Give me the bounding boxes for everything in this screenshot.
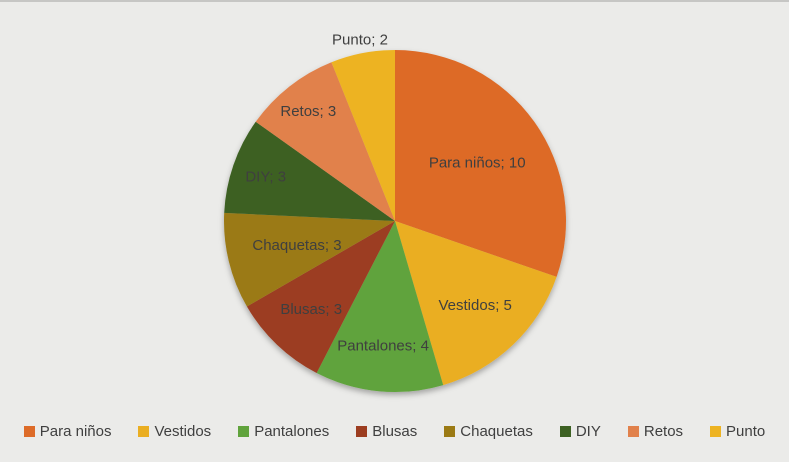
legend-label-punto: Punto (726, 423, 766, 440)
pie-slice-pantalones[interactable] (316, 221, 444, 392)
legend-swatch-blusas (356, 426, 368, 437)
legend-label-retos: Retos (643, 423, 684, 440)
pie-slice-chaquetas[interactable] (223, 212, 395, 307)
pie-slice-blusas[interactable] (246, 221, 395, 373)
legend-swatch-vestidos (138, 426, 150, 437)
pie-labels-group: Para niños; 10 Vestidos; 5 Pantalones; 4 Bl… (245, 32, 525, 355)
data-label-chaquetas: Chaquetas; 3 (252, 237, 341, 254)
data-label-vestidos: Vestidos; 5 (439, 297, 512, 314)
legend-item-punto[interactable]: Punto (710, 423, 765, 440)
legend-label-diy: DIY (575, 423, 601, 440)
pie-slice-punto[interactable] (331, 50, 395, 221)
data-label-para-ninos: Para niños; 10 (429, 155, 526, 172)
legend-swatch-punto (710, 426, 722, 437)
legend-swatch-diy (559, 426, 571, 437)
pie-slices-group (223, 50, 567, 392)
data-label-diy: DIY; 3 (245, 168, 286, 185)
legend-item-diy[interactable]: DIY (559, 423, 601, 440)
legend-label-vestidos: Vestidos (154, 423, 212, 440)
pie-slice-retos[interactable] (255, 62, 395, 221)
legend-swatch-pantalones (238, 426, 250, 437)
legend-item-para-ninos[interactable]: Para niños (23, 423, 112, 440)
legend-swatch-para-ninos (23, 426, 35, 437)
legend-item-blusas[interactable]: Blusas (356, 423, 417, 440)
data-label-blusas: Blusas; 3 (280, 301, 342, 318)
legend-item-chaquetas[interactable]: Chaquetas (444, 423, 533, 440)
data-label-pantalones: Pantalones; 4 (337, 337, 429, 354)
legend-item-vestidos[interactable]: Vestidos (138, 423, 211, 440)
pie-slice-vestidos[interactable] (395, 221, 557, 386)
legend-swatch-chaquetas (444, 426, 456, 437)
pie-slice-diy[interactable] (224, 121, 395, 221)
data-label-retos: Retos; 3 (280, 103, 336, 120)
data-label-punto: Punto; 2 (332, 32, 388, 49)
legend-item-retos[interactable]: Retos (627, 423, 684, 440)
chart-legend: Para niños Vestidos Pantalones Blusas Chaque… (0, 423, 789, 440)
pie-slice-para-ninos[interactable] (395, 50, 567, 277)
legend-item-pantalones[interactable]: Pantalones (238, 423, 329, 440)
legend-swatch-retos (627, 426, 639, 437)
legend-label-blusas: Blusas (372, 423, 418, 440)
legend-label-chaquetas: Chaquetas (460, 423, 533, 440)
legend-label-para-ninos: Para niños (39, 423, 112, 440)
legend-label-pantalones: Pantalones (254, 423, 330, 440)
